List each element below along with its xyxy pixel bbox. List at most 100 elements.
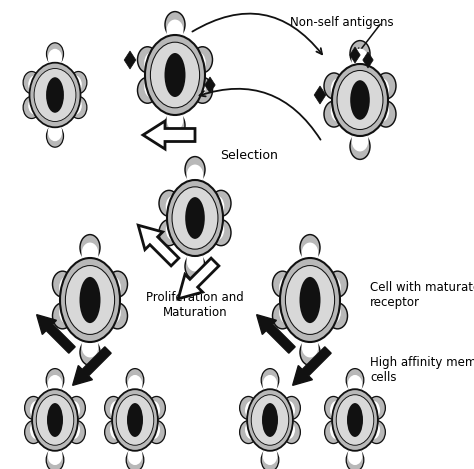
Polygon shape — [350, 47, 360, 63]
Ellipse shape — [350, 41, 370, 67]
Ellipse shape — [300, 234, 320, 261]
Ellipse shape — [347, 446, 363, 465]
Text: Non-self antigens: Non-self antigens — [290, 15, 393, 29]
Ellipse shape — [263, 375, 277, 394]
Ellipse shape — [70, 71, 87, 94]
Ellipse shape — [165, 113, 185, 138]
Ellipse shape — [164, 53, 185, 97]
Ellipse shape — [67, 75, 82, 94]
Ellipse shape — [279, 302, 296, 324]
FancyArrowPatch shape — [192, 14, 322, 54]
Ellipse shape — [144, 52, 161, 74]
Ellipse shape — [376, 73, 396, 99]
Ellipse shape — [372, 78, 389, 100]
Ellipse shape — [240, 396, 257, 419]
Ellipse shape — [148, 396, 165, 419]
Ellipse shape — [365, 420, 380, 439]
Ellipse shape — [350, 133, 370, 159]
Polygon shape — [138, 225, 179, 266]
Ellipse shape — [30, 401, 45, 420]
Ellipse shape — [36, 395, 74, 445]
Ellipse shape — [301, 242, 319, 265]
Ellipse shape — [110, 420, 125, 439]
Ellipse shape — [324, 302, 341, 324]
Ellipse shape — [112, 389, 158, 451]
Ellipse shape — [60, 258, 120, 342]
Ellipse shape — [283, 396, 301, 419]
Polygon shape — [314, 86, 326, 104]
Ellipse shape — [245, 420, 260, 439]
Ellipse shape — [167, 180, 223, 256]
Polygon shape — [363, 52, 373, 68]
Ellipse shape — [46, 125, 64, 147]
Ellipse shape — [352, 129, 368, 151]
Ellipse shape — [70, 97, 87, 119]
Ellipse shape — [324, 276, 341, 298]
Ellipse shape — [347, 375, 363, 394]
Ellipse shape — [372, 100, 389, 122]
Ellipse shape — [192, 77, 212, 103]
Ellipse shape — [30, 420, 45, 439]
Text: High affinity memory
cells: High affinity memory cells — [370, 356, 474, 384]
Ellipse shape — [251, 395, 289, 445]
Ellipse shape — [46, 77, 64, 113]
Ellipse shape — [347, 403, 363, 437]
Ellipse shape — [324, 101, 344, 127]
Ellipse shape — [207, 195, 224, 217]
Ellipse shape — [110, 401, 125, 420]
Ellipse shape — [245, 401, 260, 420]
Ellipse shape — [82, 242, 99, 265]
Ellipse shape — [46, 448, 64, 469]
Ellipse shape — [330, 420, 345, 439]
Ellipse shape — [280, 420, 295, 439]
Ellipse shape — [300, 340, 320, 365]
Ellipse shape — [47, 403, 63, 437]
Ellipse shape — [126, 448, 144, 469]
Ellipse shape — [25, 396, 42, 419]
Ellipse shape — [82, 335, 99, 357]
Ellipse shape — [273, 271, 292, 297]
Ellipse shape — [350, 80, 370, 120]
Ellipse shape — [47, 446, 63, 465]
Ellipse shape — [280, 258, 340, 342]
Ellipse shape — [279, 276, 296, 298]
Ellipse shape — [166, 195, 183, 217]
Ellipse shape — [337, 70, 383, 129]
Ellipse shape — [48, 49, 62, 68]
Ellipse shape — [207, 219, 224, 241]
Ellipse shape — [192, 47, 212, 73]
Ellipse shape — [324, 73, 344, 99]
Text: Selection: Selection — [220, 149, 278, 161]
Ellipse shape — [145, 35, 205, 115]
Ellipse shape — [331, 78, 348, 100]
Ellipse shape — [137, 47, 157, 73]
Polygon shape — [178, 258, 219, 299]
Ellipse shape — [185, 197, 205, 239]
Ellipse shape — [25, 421, 42, 444]
Ellipse shape — [336, 395, 374, 445]
Ellipse shape — [285, 265, 335, 334]
Ellipse shape — [68, 421, 85, 444]
Ellipse shape — [104, 276, 121, 298]
Ellipse shape — [185, 253, 205, 280]
Ellipse shape — [186, 165, 203, 187]
Ellipse shape — [328, 303, 347, 329]
Ellipse shape — [368, 396, 385, 419]
Ellipse shape — [166, 108, 183, 130]
Ellipse shape — [80, 234, 100, 261]
Ellipse shape — [346, 448, 364, 469]
Ellipse shape — [159, 219, 179, 246]
Ellipse shape — [128, 375, 143, 394]
Ellipse shape — [23, 71, 40, 94]
Ellipse shape — [137, 77, 157, 103]
FancyArrowPatch shape — [200, 89, 320, 140]
Ellipse shape — [145, 420, 160, 439]
Ellipse shape — [65, 420, 80, 439]
Polygon shape — [256, 315, 295, 353]
Ellipse shape — [332, 64, 388, 136]
Ellipse shape — [116, 395, 154, 445]
Ellipse shape — [280, 401, 295, 420]
Text: Cell with maturated
receptor: Cell with maturated receptor — [370, 281, 474, 309]
Ellipse shape — [332, 389, 378, 451]
Polygon shape — [143, 121, 195, 149]
